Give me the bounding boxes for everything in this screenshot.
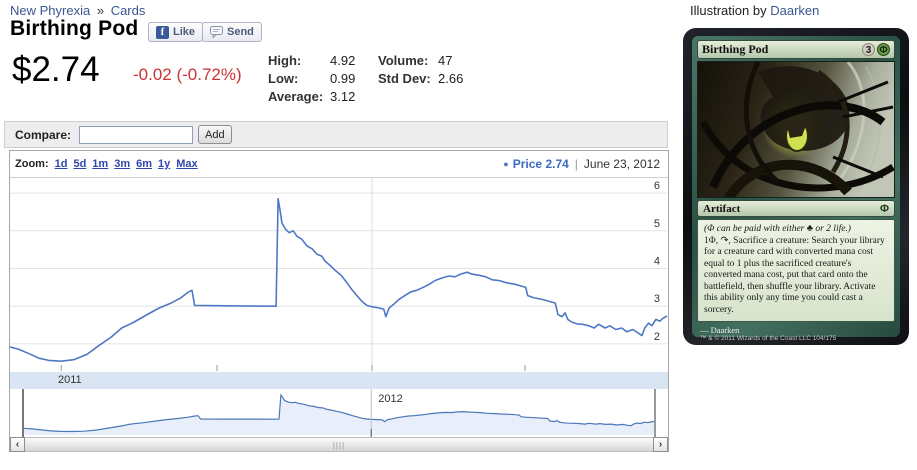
- low-label: Low:: [268, 71, 299, 86]
- breadcrumb: New Phyrexia » Cards: [10, 3, 145, 18]
- series-marker-icon: ●: [503, 159, 509, 169]
- send-button-label: Send: [227, 26, 254, 38]
- zoom-option-5d[interactable]: 5d: [73, 158, 87, 170]
- compare-input[interactable]: [79, 125, 194, 144]
- scroll-right-button[interactable]: ›: [653, 437, 668, 452]
- card-art-painting: [698, 62, 894, 197]
- main-plot-area[interactable]: 2 3 4 5 6: [10, 178, 668, 372]
- card-rules-text: 1Φ, ↷, Sacrifice a creature: Search your…: [704, 235, 885, 316]
- current-price: $2.74: [12, 50, 100, 89]
- scrollbar-track[interactable]: ||||: [25, 437, 653, 452]
- compare-add-button[interactable]: Add: [198, 125, 232, 144]
- zoom-option-3m[interactable]: 3m: [114, 158, 131, 170]
- zoom-label: Zoom:: [15, 158, 49, 170]
- phyrexian-mana-icon: Φ: [877, 43, 890, 56]
- stddev-label: Std Dev:: [378, 71, 431, 86]
- legend-divider: |: [574, 157, 578, 171]
- x-axis-year-label: 2011: [58, 374, 82, 386]
- card-name: Birthing Pod: [702, 42, 769, 56]
- svg-text:2: 2: [654, 331, 660, 343]
- breadcrumb-separator: »: [96, 3, 105, 18]
- average-value: 3.12: [330, 89, 356, 104]
- card-type-line: Artifact: [703, 202, 741, 215]
- card-title-bar: Birthing Pod 3 Φ: [697, 40, 895, 59]
- facebook-icon: f: [156, 25, 169, 39]
- svg-text:5: 5: [654, 218, 660, 230]
- high-label: High:: [268, 53, 302, 68]
- like-button-label: Like: [173, 26, 196, 38]
- chart-toolbar: Zoom: 1d 5d 1m 3m 6m 1y Max ● Price 2.74 | Jun…: [10, 151, 668, 178]
- breadcrumb-cards-link[interactable]: Cards: [110, 3, 146, 18]
- low-value: 0.99: [330, 71, 356, 86]
- card-type-bar: Artifact Φ: [697, 200, 895, 217]
- svg-text:6: 6: [654, 180, 660, 192]
- artist-link[interactable]: Daarken: [770, 3, 820, 18]
- facebook-like-button[interactable]: f Like: [148, 22, 204, 42]
- zoom-option-6m[interactable]: 6m: [136, 158, 153, 170]
- zoom-option-max[interactable]: Max: [176, 158, 198, 170]
- average-label: Average:: [268, 89, 324, 104]
- breadcrumb-set-link[interactable]: New Phyrexia: [10, 3, 91, 18]
- svg-text:3: 3: [654, 293, 660, 305]
- svg-text:4: 4: [654, 255, 660, 267]
- chart-scrollbar: ‹ |||| ›: [10, 437, 668, 452]
- high-value: 4.92: [330, 53, 356, 68]
- card-art: [697, 61, 895, 198]
- navigator[interactable]: 2012: [10, 389, 668, 437]
- illustration-credit: Illustration by Daarken: [690, 3, 820, 18]
- card-legal-line: ™ & © 2011 Wizards of the Coast LLC 104/…: [700, 335, 837, 342]
- compare-bar: Compare: Add: [4, 121, 668, 148]
- zoom-options: 1d 5d 1m 3m 6m 1y Max: [49, 158, 198, 170]
- card-text-box: (Φ can be paid with either ♣ or 2 life.)…: [697, 219, 895, 322]
- legend-date: June 23, 2012: [583, 157, 660, 171]
- set-symbol-icon: Φ: [879, 202, 889, 215]
- legend-series-label: Price 2.74: [512, 157, 569, 171]
- send-bubble-icon: [210, 26, 223, 38]
- generic-mana-icon: 3: [862, 43, 875, 56]
- zoom-option-1y[interactable]: 1y: [158, 158, 171, 170]
- zoom-option-1m[interactable]: 1m: [92, 158, 109, 170]
- card-reminder-text: (Φ can be paid with either ♣ or 2 life.): [704, 224, 851, 234]
- stats-right: Volume: 47 Std Dev: 2.66: [378, 52, 463, 88]
- x-axis-band: 2011: [10, 372, 668, 389]
- volume-label: Volume:: [378, 53, 429, 68]
- card-frame: Birthing Pod 3 Φ: [692, 36, 900, 342]
- facebook-send-button[interactable]: Send: [202, 22, 262, 42]
- compare-label: Compare:: [15, 127, 72, 142]
- scrollbar-grip-icon[interactable]: ||||: [332, 441, 346, 450]
- page-title: Birthing Pod: [10, 17, 139, 40]
- card-image: Birthing Pod 3 Φ: [683, 28, 909, 345]
- price-change: -0.02 (-0.72%): [133, 65, 242, 84]
- chart-legend: ● Price 2.74 | June 23, 2012: [503, 157, 660, 171]
- scroll-left-button[interactable]: ‹: [10, 437, 25, 452]
- stats-left: High: 4.92 Low: 0.99 Average: 3.12: [268, 52, 355, 106]
- price-chart: Zoom: 1d 5d 1m 3m 6m 1y Max ● Price 2.74 | Jun…: [9, 150, 669, 452]
- mana-cost: 3 Φ: [862, 43, 890, 56]
- card-artist-line: — Daarken: [700, 325, 740, 335]
- volume-value: 47: [438, 53, 453, 68]
- stddev-value: 2.66: [438, 71, 464, 86]
- zoom-option-1d[interactable]: 1d: [54, 158, 68, 170]
- svg-text:2012: 2012: [378, 393, 402, 405]
